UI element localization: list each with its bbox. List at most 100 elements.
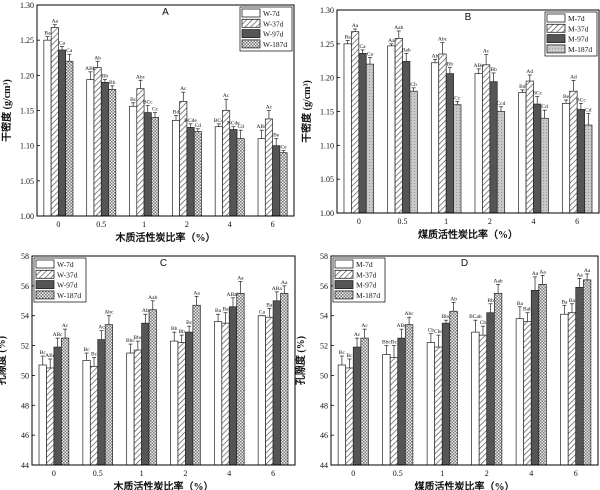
bar-m-97d [533, 103, 542, 214]
significance-label: Ca [259, 310, 266, 316]
y-tick-label: 50 [21, 371, 29, 380]
significance-label: Cd [195, 123, 202, 129]
significance-label: ABc [396, 323, 407, 329]
legend-swatch [241, 18, 261, 28]
y-tick-label: 1.10 [20, 142, 34, 151]
bar-m-7d [560, 313, 569, 466]
legend-label: W-37d [263, 19, 284, 28]
bar-m-7d [337, 364, 347, 466]
bar-w-7d [214, 126, 223, 217]
bar-m-7d [474, 73, 483, 214]
bar-w-187d [65, 60, 74, 217]
bar-w-97d [141, 322, 150, 466]
legend-label: W-187d [57, 291, 81, 300]
legend-label: M-37d [356, 270, 377, 279]
significance-label: BCab [469, 314, 482, 320]
significance-label: Bb [447, 62, 454, 68]
bar-w-187d [108, 89, 117, 217]
significance-label: BCde [184, 118, 197, 124]
legend-swatch [35, 290, 55, 300]
bar-m-37d [438, 53, 447, 214]
y-tick-label: 1.15 [320, 108, 334, 117]
significance-label: Ccd [497, 101, 506, 107]
bar-w-97d [58, 49, 67, 217]
y-tick-label: 44 [320, 461, 328, 470]
bar-m-37d [345, 367, 354, 466]
significance-label: Ad [570, 74, 577, 80]
significance-label: Bd [173, 109, 180, 115]
significance-label: Aa [584, 268, 591, 274]
bar-m-7d [426, 342, 436, 466]
significance-label: Cd [541, 104, 548, 110]
significance-label: Aab [494, 278, 503, 284]
significance-label: Aa [237, 275, 244, 281]
bar-w-37d [177, 342, 186, 466]
bar-m-187d [404, 324, 414, 466]
bar-m-97d [358, 52, 367, 214]
significance-label: Ca [66, 48, 73, 54]
y-tick-label: 1.30 [320, 6, 334, 15]
significance-label: Ab [142, 308, 149, 314]
x-tick-label: 0.5 [393, 469, 403, 478]
bar-m-97d [445, 73, 454, 214]
x-tick-label: 1 [140, 469, 144, 478]
legend-label: M-97d [568, 35, 589, 44]
x-tick-label: 4 [532, 217, 536, 226]
bar-w-187d [236, 138, 245, 217]
significance-label: Bd [519, 84, 526, 90]
significance-label: Aa [532, 271, 539, 277]
y-tick-label: 1.00 [20, 212, 34, 221]
significance-label: Aa [388, 38, 395, 44]
significance-label: ABd [256, 124, 267, 130]
y-tick-label: 52 [21, 342, 29, 351]
x-axis-label: 木质活性炭比率（%） [115, 231, 216, 244]
significance-label: ABa [272, 286, 283, 292]
bar-m-97d [402, 61, 411, 214]
y-tick-label: 58 [320, 252, 328, 261]
significance-label: Ba [215, 308, 222, 314]
y-tick-label: 44 [21, 461, 29, 470]
bar-w-7d [213, 321, 223, 466]
bar-w-187d [61, 337, 70, 466]
significance-label: Cb [428, 328, 435, 334]
significance-label: Ba [569, 298, 576, 304]
legend-swatch [241, 29, 261, 39]
y-tick-label: 56 [320, 282, 328, 291]
significance-label: Bbc [382, 340, 391, 346]
significance-label: Aa [193, 290, 200, 296]
bar-m-187d [409, 90, 418, 214]
significance-label: Ac [223, 93, 230, 99]
x-tick-label: 4 [228, 220, 232, 229]
y-tick-label: 1.20 [20, 71, 34, 80]
bar-w-187d [279, 152, 288, 217]
bar-m-7d [387, 45, 396, 214]
significance-label: Aa [52, 19, 59, 25]
bar-w-7d [257, 315, 266, 466]
significance-label: Bbc [126, 338, 135, 344]
x-tick-label: 6 [574, 469, 578, 478]
significance-label: Bc [186, 320, 193, 326]
significance-label: Bc [84, 347, 91, 353]
y-tick-label: 54 [320, 312, 328, 321]
panel-title: C [160, 258, 167, 269]
bar-m-97d [352, 346, 362, 466]
x-tick-label: 4 [529, 469, 533, 478]
significance-label: BCc [143, 100, 153, 106]
significance-label: Bab [402, 47, 411, 53]
bar-w-187d [192, 304, 201, 466]
x-tick-label: 0 [56, 220, 60, 229]
bar-w-37d [93, 67, 102, 217]
significance-label: Cb [410, 82, 417, 88]
bar-w-7d [129, 105, 138, 217]
significance-label: Bc [339, 350, 346, 356]
panel-title: B [465, 12, 472, 23]
bar-m-97d [575, 287, 584, 466]
x-tick-label: 2 [183, 469, 187, 478]
significance-label: Cb [480, 320, 487, 326]
bar-m-37d [567, 312, 577, 466]
y-tick-label: 1.05 [320, 175, 334, 184]
x-tick-label: 2 [488, 217, 492, 226]
bar-w-7d [43, 39, 52, 217]
